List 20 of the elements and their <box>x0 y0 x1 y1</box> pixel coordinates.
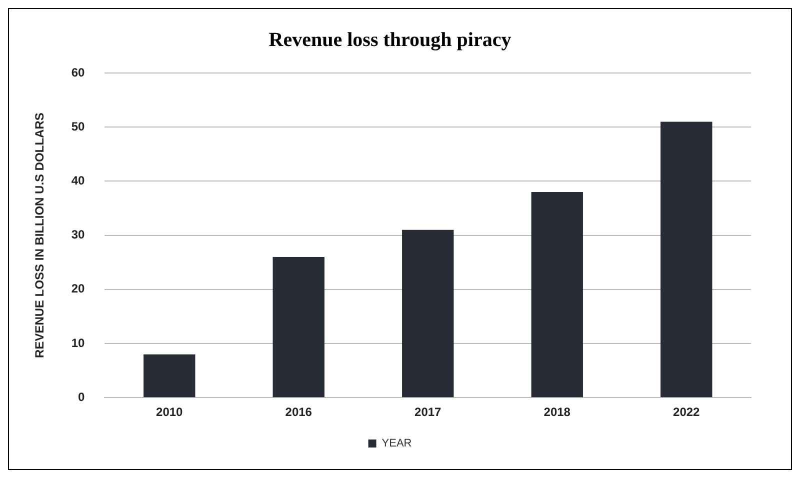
x-tick-label: 2017 <box>414 405 442 420</box>
x-tick-label: 2018 <box>544 405 571 420</box>
y-tick-label: 30 <box>71 228 86 242</box>
x-tick-label: 2016 <box>285 405 312 420</box>
y-tick-label: 10 <box>71 336 86 350</box>
y-tick-label: 50 <box>71 119 86 134</box>
y-axis-title: REVENUE LOSS IN BILLION U.S DOLLARS <box>32 112 47 358</box>
bar <box>660 122 712 398</box>
legend-label: YEAR <box>382 438 412 450</box>
bar <box>531 192 583 398</box>
bar <box>402 230 454 398</box>
x-tick-label: 2022 <box>673 405 700 420</box>
x-tick-label: 2010 <box>156 405 184 420</box>
y-tick-label: 60 <box>71 65 86 80</box>
y-tick-label: 20 <box>71 282 86 296</box>
bar <box>272 256 324 398</box>
y-tick-label: 0 <box>78 390 86 404</box>
y-tick-label: 40 <box>71 174 86 188</box>
bar <box>144 354 196 398</box>
chart-title: Revenue loss through piracy <box>268 29 512 52</box>
